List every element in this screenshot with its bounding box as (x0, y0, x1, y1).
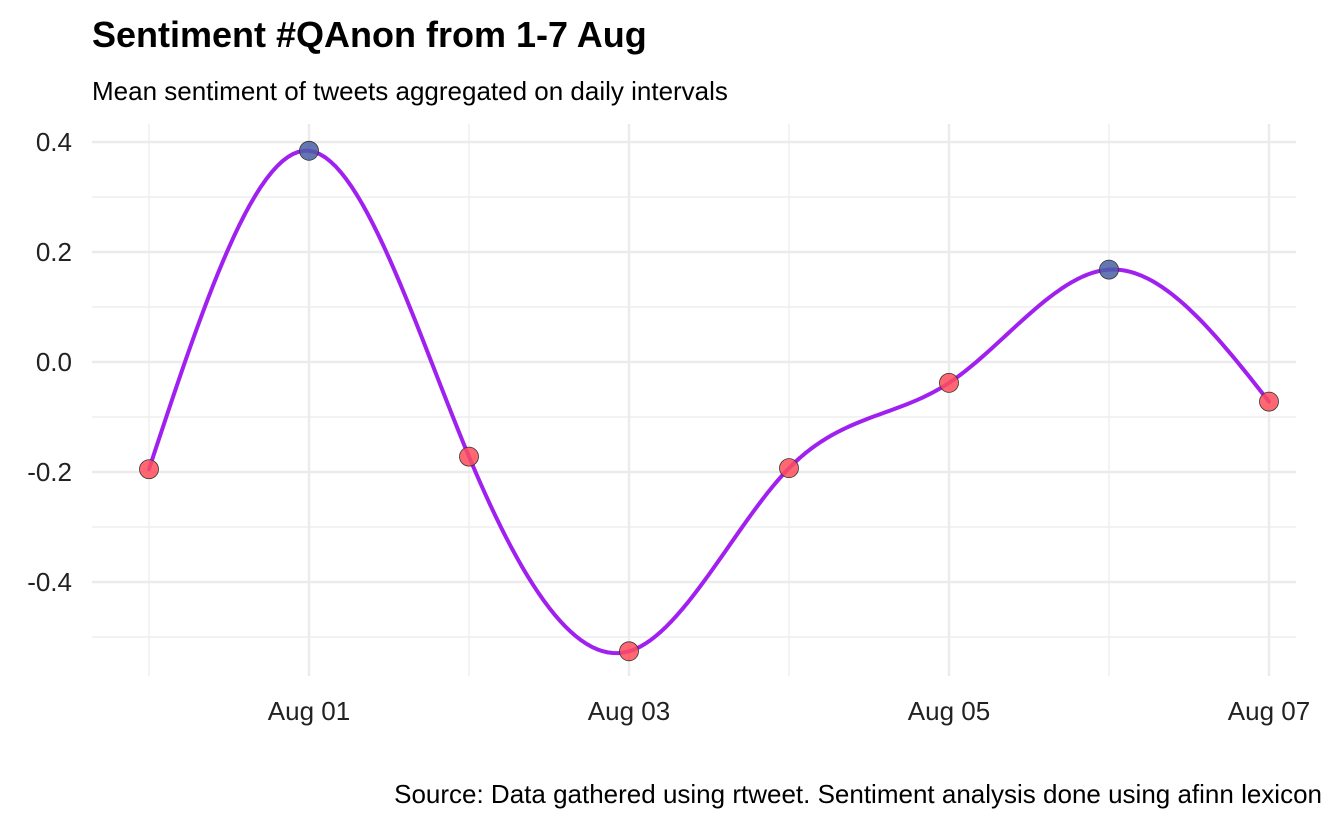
x-tick-label: Aug 01 (268, 696, 350, 726)
y-tick-label: -0.2 (27, 457, 72, 487)
y-tick-label: 0.2 (36, 237, 72, 267)
data-point (619, 641, 639, 662)
y-axis: 0.4 0.2 0.0 -0.2 -0.4 (27, 127, 72, 597)
data-point (779, 458, 799, 479)
data-point (1099, 259, 1119, 280)
y-tick-label: -0.4 (27, 567, 72, 597)
data-point (139, 459, 159, 480)
series-line (147, 148, 1271, 656)
major-gridlines (92, 124, 1296, 676)
data-points (139, 140, 1279, 662)
x-tick-label: Aug 03 (588, 696, 670, 726)
x-tick-label: Aug 05 (908, 696, 990, 726)
y-tick-label: 0.0 (36, 347, 72, 377)
data-point (939, 372, 959, 393)
chart-title: Sentiment #QAnon from 1-7 Aug (92, 14, 647, 55)
data-point (1259, 391, 1279, 412)
x-tick-label: Aug 07 (1228, 696, 1310, 726)
y-tick-label: 0.4 (36, 127, 72, 157)
x-axis: Aug 01 Aug 03 Aug 05 Aug 07 (268, 696, 1310, 726)
chart-subtitle: Mean sentiment of tweets aggregated on d… (92, 76, 728, 106)
chart-caption: Source: Data gathered using rtweet. Sent… (394, 779, 1322, 809)
minor-gridlines (92, 124, 1296, 676)
series-group (147, 148, 1271, 656)
data-point (459, 446, 479, 467)
data-point (299, 140, 319, 161)
